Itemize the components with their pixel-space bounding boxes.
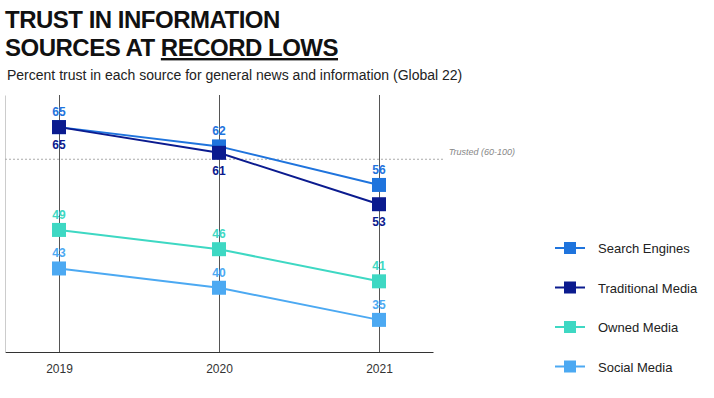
y-axis (5, 96, 6, 353)
marker (212, 146, 226, 160)
plot-area (52, 120, 386, 327)
legend-marker (564, 242, 576, 254)
legend-item: Social Media (555, 360, 673, 375)
x-tick-label: 2021 (366, 362, 393, 376)
y-axis-line (5, 96, 6, 353)
data-label: 41 (372, 259, 386, 273)
data-label: 35 (372, 298, 386, 312)
series-line (59, 127, 379, 204)
legend-marker (564, 321, 576, 333)
x-tick: 2021 (366, 95, 393, 376)
marker (52, 120, 66, 134)
x-tick-label: 2019 (46, 362, 73, 376)
legend-label: Owned Media (598, 320, 679, 335)
marker (212, 281, 226, 295)
x-tick: 2019 (46, 95, 73, 376)
legend-label: Search Engines (598, 241, 690, 256)
legend-item: Search Engines (555, 241, 690, 256)
annotation: Trusted (60-100) (449, 147, 515, 157)
data-label: 43 (52, 246, 66, 260)
legend: Search Engines Traditional Media Owned Med… (555, 241, 698, 375)
data-label: 65 (52, 105, 66, 119)
data-label: 65 (52, 138, 66, 152)
marker (212, 242, 226, 256)
marker (52, 223, 66, 237)
marker (372, 178, 386, 192)
marker (372, 274, 386, 288)
data-label: 46 (212, 227, 226, 241)
marker (52, 120, 66, 134)
marker (52, 261, 66, 275)
data-labels: 65 62 56 65 61 53 49 46 41 43 40 35 (52, 105, 386, 312)
marker (372, 313, 386, 327)
marker (372, 197, 386, 211)
data-label: 61 (212, 164, 226, 178)
legend-marker (564, 282, 576, 294)
data-label: 53 (372, 215, 386, 229)
data-label: 56 (372, 163, 386, 177)
legend-label: Traditional Media (598, 281, 698, 296)
data-label: 62 (212, 124, 226, 138)
data-label: 40 (212, 266, 226, 280)
chart: TRUST IN INFORMATIONSOURCES AT RECORD LO… (0, 0, 714, 398)
data-label: 49 (52, 208, 66, 222)
legend-item: Traditional Media (555, 281, 698, 296)
title: TRUST IN INFORMATIONSOURCES AT RECORD LO… (5, 6, 338, 61)
legend-item: Owned Media (555, 320, 679, 335)
x-axis-line (6, 352, 434, 353)
x-axis: 2019 2020 2021 (6, 95, 434, 376)
x-tick-label: 2020 (206, 362, 233, 376)
x-tick: 2020 (206, 95, 233, 376)
legend-label: Social Media (598, 360, 673, 375)
subtitle: Percent trust in each source for general… (7, 67, 462, 83)
legend-marker (564, 361, 576, 373)
